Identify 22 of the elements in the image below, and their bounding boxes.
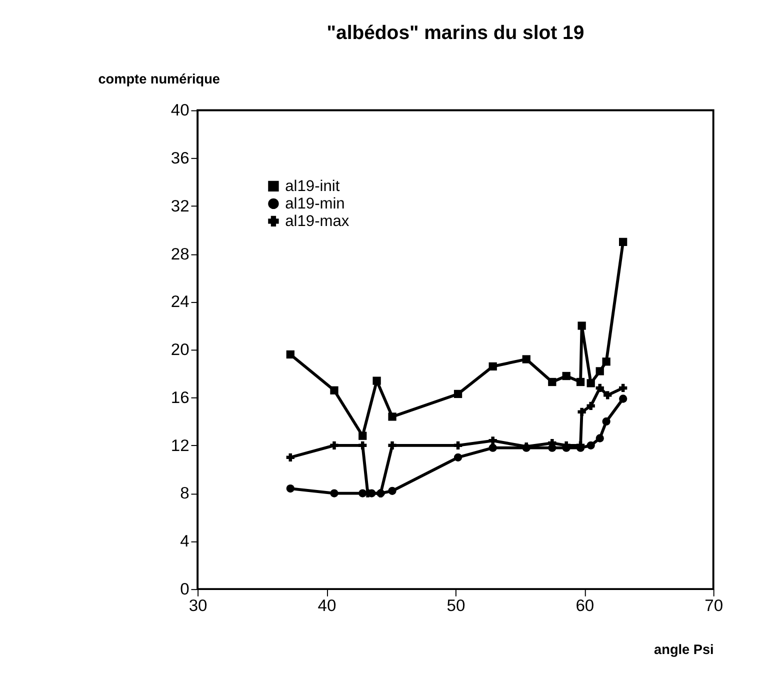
y-tick-label: 40: [170, 100, 190, 120]
y-axis-title: compte numérique: [98, 72, 220, 86]
x-axis-title: angle Psi: [654, 642, 714, 657]
y-tick-label: 24: [170, 292, 190, 312]
y-tick-label: 8: [180, 484, 190, 503]
chart-title: "albédos" marins du slot 19: [326, 22, 584, 44]
y-tick-label: 36: [170, 148, 190, 168]
y-tick-label: 4: [180, 532, 190, 551]
x-tick-label: 60: [576, 596, 594, 615]
legend-label: al19-min: [285, 196, 345, 213]
y-tick-label: 16: [170, 388, 190, 407]
x-tick-label: 70: [704, 596, 724, 615]
legend-label: al19-max: [285, 213, 350, 230]
x-tick-label: 30: [188, 596, 208, 615]
y-tick-label: 12: [170, 436, 190, 455]
x-tick-label: 40: [318, 596, 336, 615]
y-tick-label: 28: [170, 244, 190, 264]
y-tick-label: 0: [180, 579, 190, 598]
x-tick-label: 50: [446, 596, 466, 615]
legend-label: al19-init: [285, 178, 340, 196]
y-tick-label: 20: [170, 340, 190, 360]
y-tick-label: 32: [170, 196, 190, 216]
